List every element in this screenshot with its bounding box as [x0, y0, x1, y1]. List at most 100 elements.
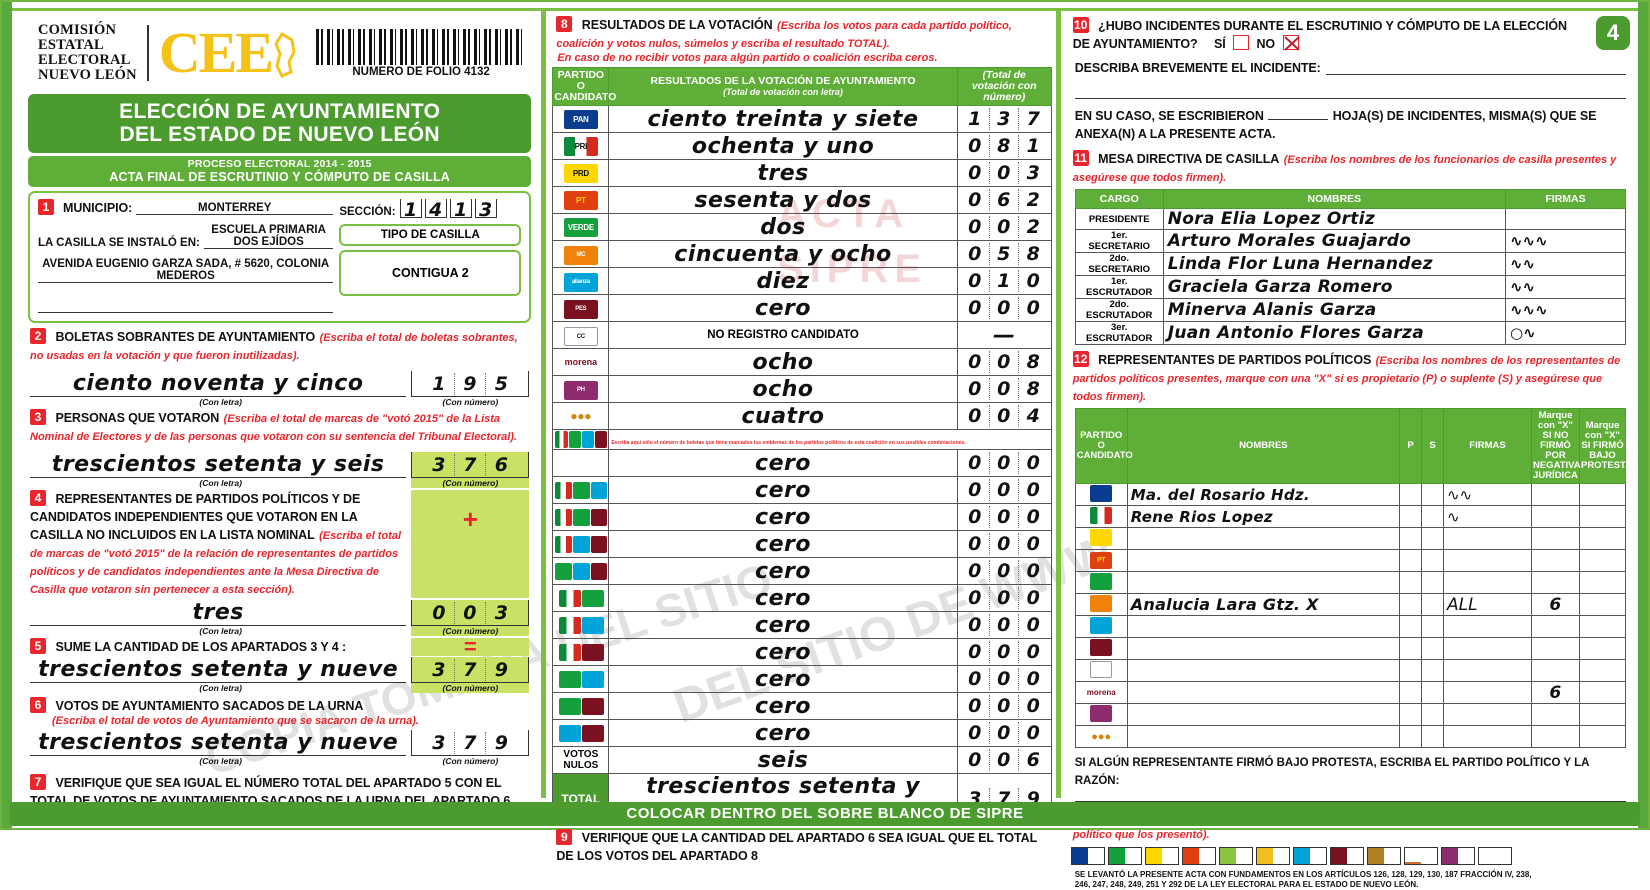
rep-protesta-cell[interactable] — [1578, 527, 1626, 550]
section-5-numero-box[interactable]: 3 7 9 — [411, 657, 530, 683]
nombre-cell[interactable]: Graciela Garza Romero — [1162, 275, 1506, 299]
vote-letra-cell[interactable]: ciento treinta y siete — [608, 105, 958, 133]
protesta-input[interactable] — [1420, 848, 1437, 864]
describe-incidente-input[interactable] — [1325, 61, 1626, 75]
protesta-box-pes[interactable] — [1329, 847, 1364, 865]
vote-letra-cell[interactable]: cero — [608, 665, 958, 693]
nombre-cell[interactable]: Linda Flor Luna Hernandez — [1162, 252, 1506, 276]
rep-firma-cell[interactable] — [1442, 549, 1532, 572]
rep-p-cell[interactable] — [1398, 637, 1422, 660]
vote-number-cell[interactable]: — — [956, 321, 1052, 349]
rep-firma-cell[interactable] — [1442, 659, 1532, 682]
protesta-note-input[interactable] — [1074, 789, 1626, 802]
firma-cell[interactable]: ∿∿ — [1504, 275, 1626, 299]
rep-protesta-cell[interactable] — [1578, 593, 1626, 616]
vote-letra-cell[interactable]: cuatro — [608, 402, 958, 430]
protesta-box-alianza[interactable] — [1292, 847, 1327, 865]
vote-letra-cell[interactable]: cero — [608, 530, 958, 558]
direccion-blank-line[interactable] — [38, 294, 334, 313]
table-row[interactable]: Rene Rios Lopez ∿ — [1074, 505, 1626, 528]
rep-firma-cell[interactable] — [1442, 571, 1532, 594]
rep-p-cell[interactable] — [1398, 659, 1422, 682]
vote-letra-cell[interactable]: tres — [608, 159, 958, 187]
section-5-letra-line[interactable]: trescientos setenta y nueve — [30, 657, 407, 683]
rep-protesta-cell[interactable] — [1578, 681, 1626, 704]
section-4-numero-box[interactable]: 0 0 3 — [411, 600, 530, 626]
rep-nombre-cell[interactable] — [1126, 527, 1400, 550]
protesta-input[interactable] — [1161, 848, 1178, 864]
rep-nofirmo-cell[interactable] — [1530, 637, 1580, 660]
no-checkbox[interactable] — [1282, 35, 1300, 51]
rep-protesta-cell[interactable] — [1578, 505, 1626, 528]
rep-protesta-cell[interactable] — [1578, 549, 1626, 572]
protesta-input[interactable] — [1124, 848, 1141, 864]
rep-s-cell[interactable] — [1420, 703, 1444, 726]
rep-nombre-cell[interactable] — [1126, 637, 1400, 660]
table-row[interactable] — [1074, 637, 1626, 660]
rep-p-cell[interactable] — [1398, 593, 1422, 616]
vote-letra-cell[interactable]: ocho — [608, 375, 958, 403]
rep-protesta-cell[interactable] — [1578, 703, 1626, 726]
rep-s-cell[interactable] — [1420, 571, 1444, 594]
rep-nombre-cell[interactable]: Analucia Lara Gtz. X — [1126, 593, 1400, 616]
si-checkbox[interactable] — [1233, 35, 1250, 50]
protesta-box-verde[interactable] — [1218, 847, 1253, 865]
vote-letra-cell[interactable]: cero — [608, 638, 958, 666]
vote-letra-cell[interactable]: cero — [608, 476, 958, 504]
rep-nombre-cell[interactable] — [1126, 615, 1400, 638]
vote-letra-cell[interactable]: sesenta y dos — [608, 186, 958, 214]
nombre-cell[interactable]: Minerva Alanis Garza — [1162, 298, 1506, 322]
firma-cell[interactable]: ○∿ — [1504, 321, 1626, 345]
protesta-input[interactable] — [1235, 848, 1252, 864]
rep-firma-cell[interactable] — [1442, 703, 1532, 726]
rep-firma-cell[interactable] — [1442, 725, 1532, 748]
rep-nombre-cell[interactable]: Rene Rios Lopez — [1126, 505, 1400, 528]
vote-letra-cell[interactable]: cero — [608, 692, 958, 720]
rep-firma-cell[interactable]: ∿ — [1442, 505, 1532, 528]
rep-nofirmo-cell[interactable] — [1530, 571, 1580, 594]
nombre-cell[interactable]: Arturo Morales Guajardo — [1162, 229, 1506, 253]
rep-protesta-cell[interactable] — [1578, 615, 1626, 638]
protesta-input[interactable] — [1272, 848, 1289, 864]
vote-letra-cell[interactable]: ochenta y uno — [608, 132, 958, 160]
rep-firma-cell[interactable]: ∿∿ — [1442, 483, 1532, 506]
rep-nombre-cell[interactable]: Ma. del Rosario Hdz. — [1126, 483, 1400, 506]
rep-firma-cell[interactable] — [1442, 615, 1532, 638]
table-row[interactable]: ●●● — [1074, 725, 1626, 748]
section-3-letra-line[interactable]: trescientos setenta y seis — [30, 452, 407, 478]
rep-protesta-cell[interactable] — [1578, 483, 1626, 506]
protesta-box-cruzada[interactable] — [1366, 847, 1401, 865]
section-4-letra-line[interactable]: tres — [30, 600, 407, 626]
section-6-letra-line[interactable]: trescientos setenta y nueve — [30, 730, 407, 756]
rep-nombre-cell[interactable] — [1126, 659, 1400, 682]
rep-firma-cell[interactable]: ALL — [1442, 593, 1532, 616]
protesta-input[interactable] — [1309, 848, 1326, 864]
vote-letra-cell[interactable]: cero — [608, 294, 958, 322]
vote-letra-cell[interactable]: dos — [608, 213, 958, 241]
rep-nofirmo-cell[interactable] — [1530, 615, 1580, 638]
rep-s-cell[interactable] — [1420, 527, 1444, 550]
protesta-box-mc[interactable] — [1255, 847, 1290, 865]
rep-firma-cell[interactable] — [1442, 527, 1532, 550]
protesta-input[interactable] — [1494, 848, 1511, 864]
protesta-input[interactable] — [1383, 848, 1400, 864]
firma-cell[interactable]: ∿∿∿ — [1504, 229, 1626, 253]
vote-letra-cell[interactable]: cero — [608, 503, 958, 531]
